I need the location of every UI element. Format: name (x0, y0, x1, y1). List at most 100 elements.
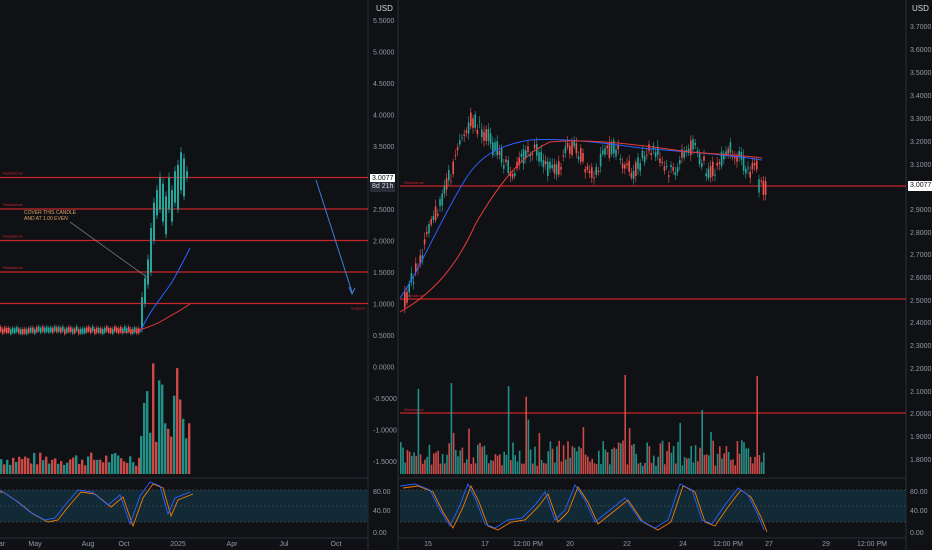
right-volume-bar (534, 446, 536, 474)
right-candle (509, 171, 512, 176)
left-candle (72, 328, 74, 334)
right-candle (423, 239, 426, 245)
left-chart-pane[interactable]: 5.5000 5.0000 4.5000 4.0000 3.5000 2.5000 2.00… (0, 0, 398, 550)
right-time-tick: 29 (822, 541, 830, 548)
right-volume-bar (758, 455, 761, 474)
right-volume-bar (428, 444, 431, 474)
left-volume-bar (123, 461, 126, 474)
chart-annotation: COVER THIS CANDLE AND AT 1.00 EVEN (24, 210, 76, 222)
left-candle (168, 177, 170, 209)
right-volume-bar (716, 453, 719, 474)
right-volume-bar (543, 462, 545, 474)
right-volume-bar (734, 465, 736, 474)
right-candle (547, 161, 549, 176)
left-candle (38, 326, 40, 332)
right-price-tick: 3.3000 (910, 116, 932, 123)
left-candle (86, 327, 88, 333)
left-volume-bar (117, 455, 120, 474)
left-candle (128, 326, 130, 332)
right-candle (571, 141, 573, 156)
right-volume-bar (562, 445, 565, 474)
left-candle (70, 327, 72, 333)
left-price-tick: 2.0000 (373, 239, 395, 246)
right-candle (531, 154, 534, 156)
right-volume-bar (633, 444, 635, 474)
left-candle (4, 327, 6, 333)
right-candle (408, 283, 410, 293)
right-volume-bar (417, 388, 420, 474)
left-price-tick: 4.0000 (373, 113, 395, 120)
annotation-line-2: AND AT 1.00 EVEN (24, 216, 68, 222)
left-volume-bar (66, 462, 69, 474)
right-candle (426, 231, 428, 234)
right-candle (439, 199, 441, 207)
right-candle (450, 180, 452, 182)
right-volume-bar (672, 446, 675, 474)
right-current-price-badge: 3.0077 (908, 181, 932, 191)
right-candle (665, 165, 668, 168)
right-volume-bar (472, 457, 475, 474)
right-volume-bar (474, 463, 477, 474)
right-candle (725, 151, 727, 156)
left-price-tick: 5.5000 (373, 18, 395, 25)
left-volume-bar (185, 438, 188, 474)
right-candle (441, 193, 443, 206)
right-candle (527, 146, 529, 153)
right-price-tick: 2.4000 (910, 320, 932, 327)
left-candle (144, 278, 146, 304)
left-volume-bar (12, 457, 15, 474)
right-candle (760, 180, 762, 182)
left-volume-bar (140, 435, 143, 474)
left-time-tick: 2025 (170, 541, 186, 548)
left-candle (32, 327, 34, 333)
right-time-tick: 27 (765, 541, 773, 548)
right-volume-bar (670, 452, 673, 474)
right-volume-bar (457, 456, 459, 474)
right-osc-tick: 80.00 (910, 489, 928, 496)
right-candle (694, 142, 696, 146)
right-candle (586, 166, 589, 170)
left-candle (56, 327, 58, 333)
right-candle (639, 163, 641, 172)
left-time-tick: Oct (119, 541, 130, 548)
right-volume-bar (703, 455, 706, 474)
right-volume-bar (604, 449, 607, 474)
right-candle (742, 156, 745, 171)
right-volume-bar (653, 455, 655, 474)
right-candle (562, 155, 564, 157)
right-price-tick: 2.9000 (910, 207, 932, 214)
left-time-tick: Oct (331, 541, 342, 548)
right-volume-bar (499, 454, 501, 474)
left-candle (10, 329, 12, 335)
right-candle (573, 140, 575, 147)
right-candle (736, 155, 738, 162)
right-volume-bar (554, 462, 556, 474)
right-candle (448, 170, 450, 181)
right-volume-bar (481, 446, 483, 474)
right-candle (542, 160, 545, 168)
left-volume-bar (179, 399, 182, 474)
right-volume-bar (483, 445, 486, 474)
right-candle (415, 263, 417, 272)
left-volume-bar (114, 453, 117, 474)
right-volume-bar (719, 446, 721, 474)
right-osc-tick: 40.00 (910, 508, 928, 515)
right-volume-bar (540, 460, 543, 474)
right-volume-bar (411, 455, 413, 474)
right-currency-label: USD (912, 4, 929, 13)
right-volume-bar (408, 451, 411, 474)
right-candle (551, 165, 553, 169)
right-volume-bar (461, 447, 464, 474)
left-volume-bar (173, 395, 176, 474)
right-candle (690, 140, 692, 155)
right-volume-bar (444, 463, 446, 474)
right-volume-bar (760, 462, 763, 474)
left-candle (118, 328, 120, 334)
right-volume-bar (747, 448, 750, 474)
left-price-tick: 0.0000 (373, 365, 395, 372)
right-candle (696, 150, 699, 153)
right-candle (718, 162, 721, 164)
right-volume-bar (567, 441, 569, 474)
right-volume-bar (415, 456, 417, 474)
right-candle (714, 174, 716, 176)
